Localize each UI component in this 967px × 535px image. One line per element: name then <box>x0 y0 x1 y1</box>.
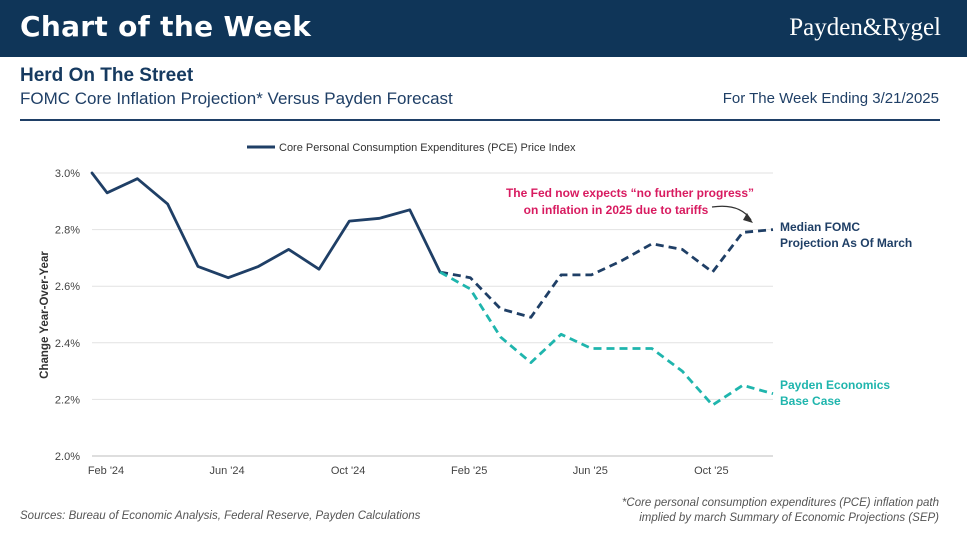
header-banner: Chart of the Week Payden&Rygel <box>0 0 967 57</box>
footnote-line-2: implied by march Summary of Economic Pro… <box>639 512 939 524</box>
y-tick-label: 2.0% <box>55 451 80 463</box>
footnote-line-1: *Core personal consumption expenditures … <box>621 497 939 509</box>
banner-title: Chart of the Week <box>20 10 312 43</box>
y-tick-label: 2.4% <box>55 338 80 350</box>
series-end-label: Base Case <box>780 394 841 408</box>
series-end-label: Payden Economics <box>780 378 890 392</box>
divider <box>20 119 940 121</box>
annotation-arrowhead <box>743 213 753 223</box>
x-tick-label: Feb '25 <box>451 465 487 477</box>
series-end-label: Median FOMC <box>780 220 860 234</box>
annotation-text: on inflation in 2025 due to tariffs <box>524 203 709 217</box>
brand-logo: Payden&Rygel <box>789 14 941 41</box>
y-tick-label: 2.2% <box>55 394 80 406</box>
sources-note: Sources: Bureau of Economic Analysis, Fe… <box>20 510 421 522</box>
y-tick-label: 2.6% <box>55 281 80 293</box>
annotation-text: The Fed now expects “no further progress… <box>506 186 754 200</box>
x-tick-label: Oct '24 <box>331 465 366 477</box>
x-tick-label: Feb '24 <box>88 465 124 477</box>
chart-subtitle: FOMC Core Inflation Projection* Versus P… <box>20 89 453 108</box>
x-tick-label: Jun '24 <box>209 465 244 477</box>
x-tick-label: Jun '25 <box>573 465 608 477</box>
y-tick-label: 3.0% <box>55 168 80 180</box>
week-ending: For The Week Ending 3/21/2025 <box>722 90 939 107</box>
series-line <box>439 228 774 319</box>
legend-label: Core Personal Consumption Expenditures (… <box>279 142 576 154</box>
x-tick-label: Oct '25 <box>694 465 729 477</box>
y-tick-label: 2.8% <box>55 225 80 237</box>
series-end-label: Projection As Of March <box>780 236 912 250</box>
headline: Herd On The Street <box>20 65 194 86</box>
footnote: *Core personal consumption expenditures … <box>622 496 939 526</box>
y-axis-label: Change Year-Over-Year <box>39 251 51 379</box>
series-line <box>90 171 442 280</box>
series-line <box>439 270 774 407</box>
